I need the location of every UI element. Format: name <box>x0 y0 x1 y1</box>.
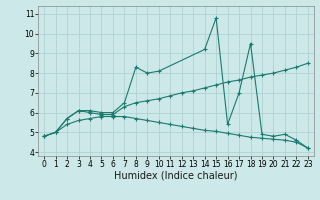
X-axis label: Humidex (Indice chaleur): Humidex (Indice chaleur) <box>114 171 238 181</box>
